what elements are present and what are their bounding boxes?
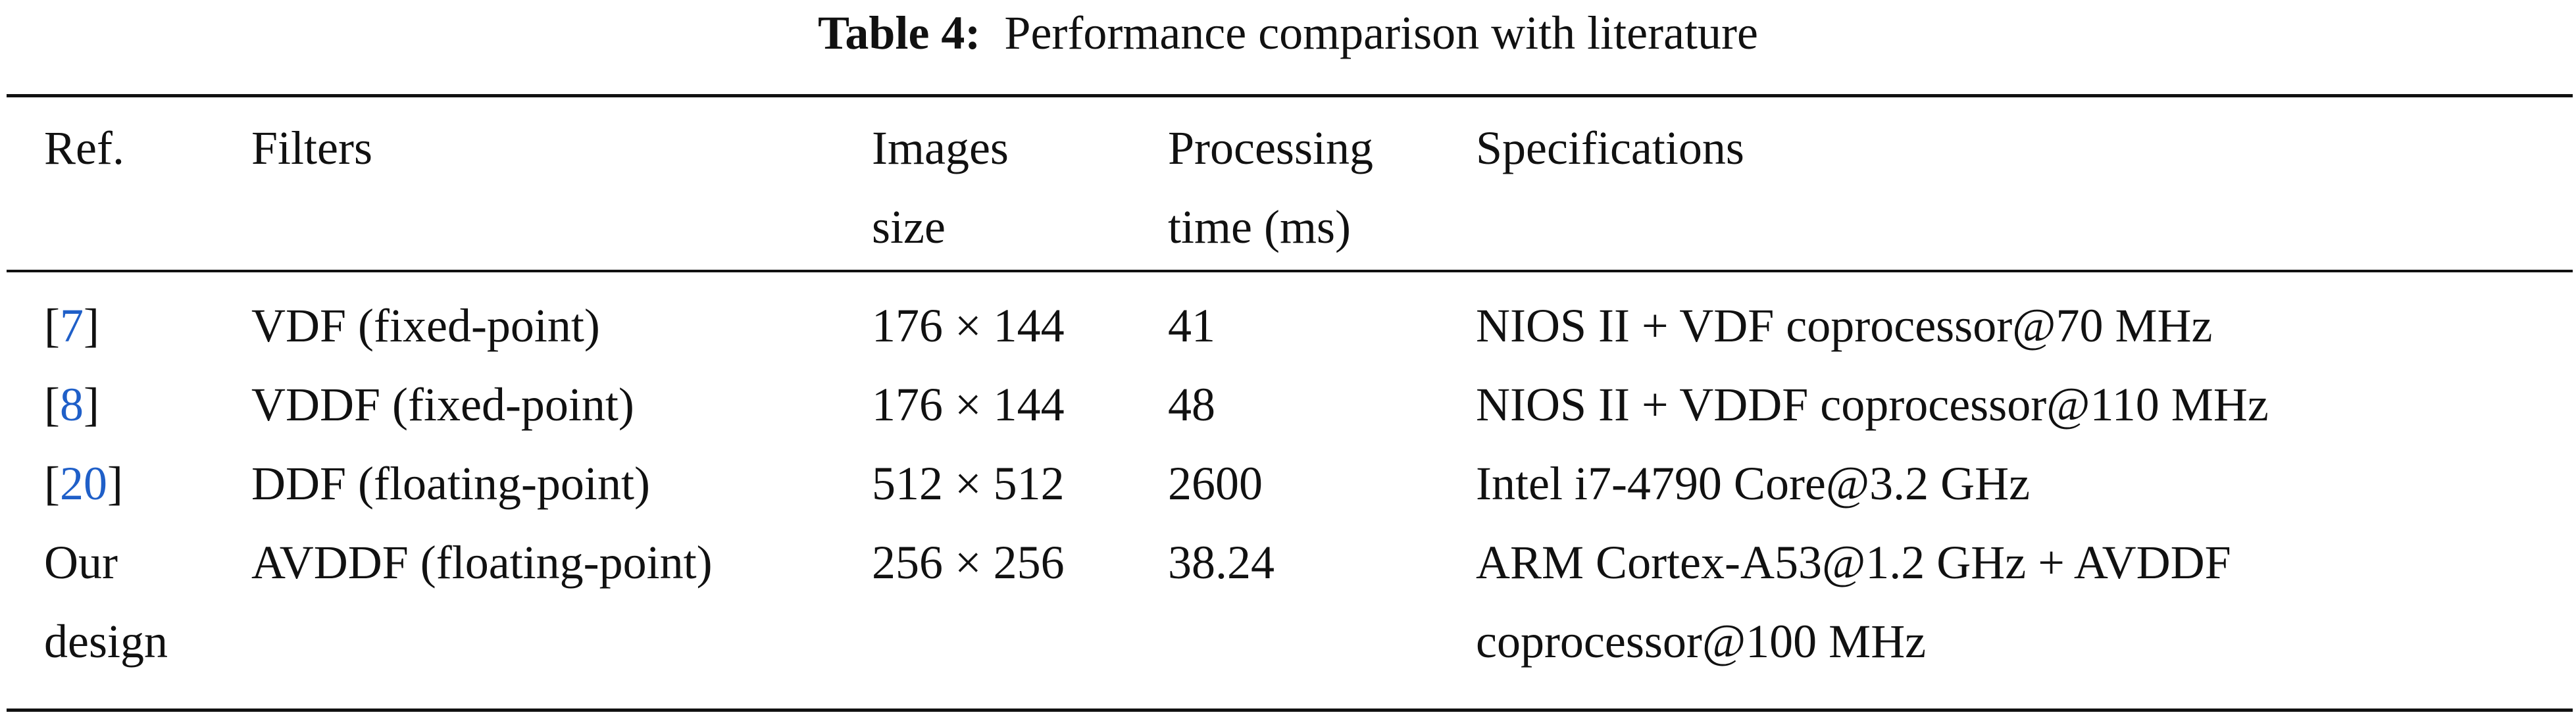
header-images-size-line2: size [872, 201, 946, 253]
table-caption: Table 4: Performance comparison with lit… [0, 0, 2576, 66]
filter-cell: VDDF (fixed-point) [251, 378, 634, 431]
caption-text: Performance comparison with literature [1004, 7, 1758, 59]
bracket-open: [ [44, 378, 60, 431]
ref-cell: [20] [44, 444, 123, 523]
header-specifications: Specifications [1476, 122, 1744, 174]
size-cell: 176 × 144 [872, 299, 1065, 352]
spec-cell: NIOS II + VDF coprocessor@70 MHz [1476, 299, 2213, 352]
header-processing-time: Processing time (ms) [1168, 109, 1373, 266]
ref-line1: Our [44, 536, 118, 589]
bracket-open: [ [44, 457, 60, 510]
filter-cell: AVDDF (floating-point) [251, 536, 713, 589]
spec-line2: coprocessor@100 MHz [1476, 615, 1927, 668]
header-processing-time-line2: time (ms) [1168, 201, 1351, 253]
spec-cell: Intel i7-4790 Core@3.2 GHz [1476, 457, 2031, 510]
header-processing-time-line1: Processing [1168, 122, 1373, 174]
spec-cell: NIOS II + VDDF coprocessor@110 MHz [1476, 378, 2269, 431]
header-filters: Filters [251, 122, 373, 174]
ref-line2: design [44, 615, 168, 668]
ref-cell: [7] [44, 286, 99, 365]
size-cell: 512 × 512 [872, 457, 1065, 510]
time-cell: 41 [1168, 299, 1215, 352]
size-cell: 256 × 256 [872, 536, 1065, 589]
spec-line1: ARM Cortex-A53@1.2 GHz + AVDDF [1476, 536, 2231, 589]
bracket-open: [ [44, 299, 60, 352]
filter-cell: VDF (fixed-point) [251, 299, 600, 352]
reference-link[interactable]: 7 [59, 299, 84, 352]
time-cell: 38.24 [1168, 536, 1275, 589]
reference-link[interactable]: 8 [59, 378, 84, 431]
caption-label: Table 4: [818, 7, 981, 59]
bracket-close: ] [83, 378, 99, 431]
bottom-rule [7, 709, 2573, 712]
spec-cell: ARM Cortex-A53@1.2 GHz + AVDDF coprocess… [1476, 523, 2231, 681]
ref-cell: Our design [44, 523, 168, 681]
time-cell: 2600 [1168, 457, 1263, 510]
ref-cell: [8] [44, 365, 99, 444]
header-ref: Ref. [44, 122, 124, 174]
bracket-close: ] [83, 299, 99, 352]
header-images-size-line1: Images [872, 122, 1009, 174]
bracket-close: ] [107, 457, 123, 510]
header-images-size: Images size [872, 109, 1009, 266]
size-cell: 176 × 144 [872, 378, 1065, 431]
filter-cell: DDF (floating-point) [251, 457, 650, 510]
header-rule [7, 270, 2573, 272]
top-rule [7, 94, 2573, 97]
reference-link[interactable]: 20 [59, 457, 107, 510]
time-cell: 48 [1168, 378, 1215, 431]
